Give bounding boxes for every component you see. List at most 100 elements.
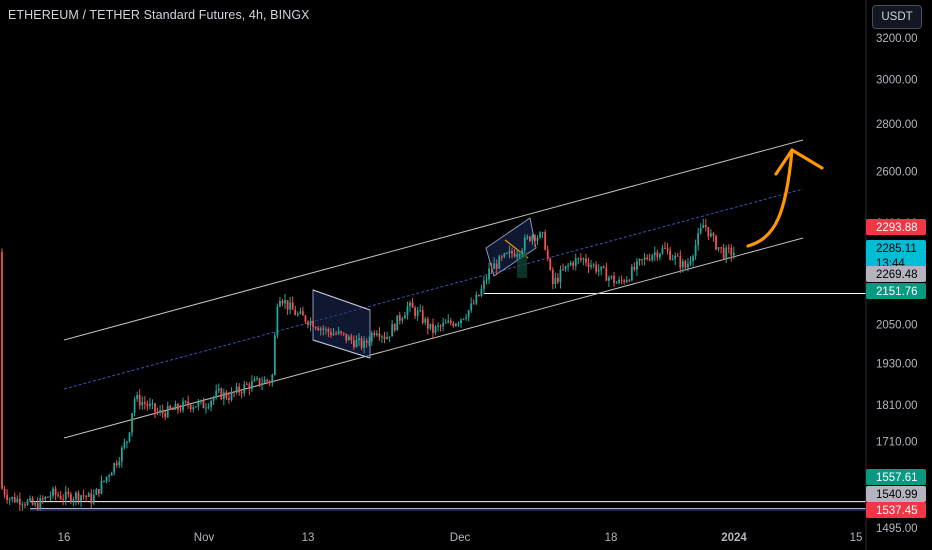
candle-body	[103, 480, 105, 482]
time-axis[interactable]: 16 Nov 13 Dec 18 2024 15	[58, 532, 863, 544]
candle-body	[235, 386, 238, 393]
candle-body	[228, 397, 230, 400]
candle-body	[587, 262, 590, 267]
candle-body	[437, 325, 439, 327]
candle-body	[365, 340, 368, 343]
candle-body	[133, 399, 136, 414]
candle-body	[34, 503, 37, 505]
curved-up-arrow-icon[interactable]	[774, 148, 824, 176]
candle-body	[77, 492, 80, 501]
candle-body	[314, 327, 317, 329]
candle-body	[493, 263, 496, 270]
candle-body	[276, 306, 279, 336]
candle-body	[238, 386, 241, 393]
candle-body	[251, 381, 253, 390]
candle-body	[421, 310, 424, 323]
candle-body	[528, 236, 531, 241]
channel-upper-line[interactable]	[63, 139, 804, 341]
candle-body	[302, 311, 304, 316]
candle-body	[41, 498, 44, 500]
candle-body	[623, 280, 626, 283]
candle-body	[337, 331, 340, 334]
candle-body	[730, 248, 733, 256]
candle-body	[271, 374, 274, 383]
candle-body	[452, 323, 455, 326]
candle-body	[551, 269, 554, 285]
candle-body	[3, 488, 6, 495]
candle-body	[676, 255, 679, 257]
candle-body	[574, 258, 577, 266]
candle-body	[434, 326, 437, 333]
candle-body	[585, 258, 587, 263]
candle-body	[416, 310, 419, 316]
candle-body	[210, 400, 212, 407]
candle-body	[166, 405, 169, 418]
candle-body	[727, 247, 730, 249]
candle-body	[164, 413, 167, 418]
candle-body	[602, 266, 605, 268]
candle-body	[279, 300, 281, 307]
candle-body	[480, 288, 483, 296]
forecast-arrow[interactable]	[746, 148, 824, 248]
candle-body	[230, 391, 233, 400]
candle-body	[215, 390, 218, 398]
candle-body	[192, 407, 195, 410]
candle-body	[460, 319, 462, 324]
candle-body	[485, 279, 488, 281]
price-tag-label: 2285.11	[876, 243, 917, 255]
candle-body	[455, 323, 457, 326]
candle-body	[457, 323, 460, 325]
candle-body	[577, 258, 580, 260]
candle-body	[544, 232, 547, 250]
candle-body	[398, 315, 401, 321]
candle-body	[345, 333, 348, 341]
candle-body	[179, 409, 182, 411]
candle-body	[151, 403, 154, 405]
candle-body	[363, 340, 365, 348]
time-tick-label: 18	[605, 532, 618, 544]
flag-lower-line[interactable]	[312, 339, 371, 359]
candle-body	[562, 269, 564, 271]
time-tick-label: 15	[850, 532, 863, 544]
candle-body	[222, 392, 225, 400]
candle-body	[350, 336, 353, 341]
candle-body	[233, 391, 235, 393]
candle-body	[414, 307, 416, 316]
candle-body	[388, 336, 391, 338]
candle-body	[332, 333, 335, 336]
candle-body	[330, 332, 332, 336]
candle-body	[659, 253, 661, 258]
candle-body	[149, 403, 151, 406]
candle-body	[633, 266, 636, 270]
candle-body	[707, 227, 710, 237]
flag-upper-line[interactable]	[312, 289, 371, 311]
currency-button[interactable]: USDT	[872, 5, 922, 29]
candle-body	[516, 254, 518, 257]
candle-body	[240, 392, 243, 394]
price-tick-label: 1710.00	[876, 437, 918, 449]
candle-body	[11, 496, 14, 500]
candle-body	[358, 338, 360, 341]
candle-body	[554, 277, 557, 285]
candle-body	[523, 238, 526, 251]
candle-body	[154, 403, 156, 412]
candle-body	[508, 250, 511, 254]
candle-body	[684, 261, 687, 268]
channel-median-line[interactable]	[63, 188, 804, 390]
candle-body	[319, 328, 322, 331]
forecast-arrow-curve[interactable]	[746, 148, 794, 248]
candle-body	[123, 442, 126, 448]
candle-body	[549, 258, 552, 270]
candle-body	[488, 268, 490, 280]
candle-body	[393, 324, 396, 331]
candle-body	[470, 303, 473, 311]
candle-body	[52, 488, 54, 496]
candle-body	[608, 277, 610, 281]
candle-body	[641, 259, 643, 261]
candle-body	[531, 235, 534, 241]
candle-body	[462, 318, 465, 320]
candle-body	[595, 264, 598, 272]
candle-body	[424, 318, 427, 323]
candle-body	[503, 253, 506, 257]
